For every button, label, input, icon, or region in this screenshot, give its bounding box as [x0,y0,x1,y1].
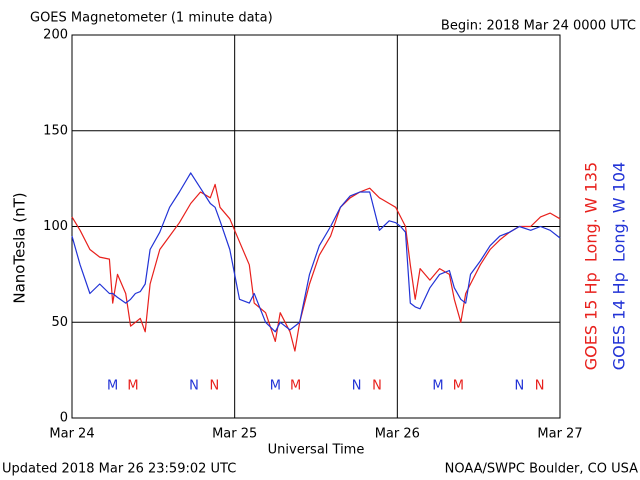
series-line [71,172,561,333]
chart-title: GOES Magnetometer (1 minute data) [30,11,273,26]
y-tick-label: 100 [43,219,68,234]
y-tick-label: 150 [43,123,68,138]
y-axis-label: NanoTesla (nT) [11,192,29,303]
mn-marker: M [127,379,138,394]
x-tick-label: Mar 27 [537,427,582,442]
y-tick-label: 50 [51,315,68,330]
x-axis-label: Universal Time [268,443,365,458]
plot-frame [71,34,561,419]
mn-marker: M [432,379,443,394]
footer-credit: NOAA/SWPC Boulder, CO USA [445,462,638,477]
begin-label: Begin: 2018 Mar 24 0000 UTC [441,19,636,34]
x-tick-label: Mar 24 [49,427,94,442]
y-tick-label: 0 [60,411,68,426]
mn-marker: M [453,379,464,394]
mn-marker: N [372,379,382,394]
footer-updated: Updated 2018 Mar 26 23:59:02 UTC [2,462,236,477]
legend-entry: GOES 14 Hp Long. W 104 [610,162,629,370]
x-tick-label: Mar 26 [375,427,420,442]
series-line [71,183,561,352]
mn-marker: M [107,379,118,394]
y-tick-label: 200 [43,28,68,43]
mn-marker: M [290,379,301,394]
mn-marker: N [514,379,524,394]
mn-marker: N [535,379,545,394]
mn-marker: N [189,379,199,394]
mn-marker: N [209,379,219,394]
x-tick-label: Mar 25 [212,427,257,442]
legend-entry: GOES 15 Hp Long. W 135 [582,162,601,370]
mn-marker: M [270,379,281,394]
mn-marker: N [352,379,362,394]
